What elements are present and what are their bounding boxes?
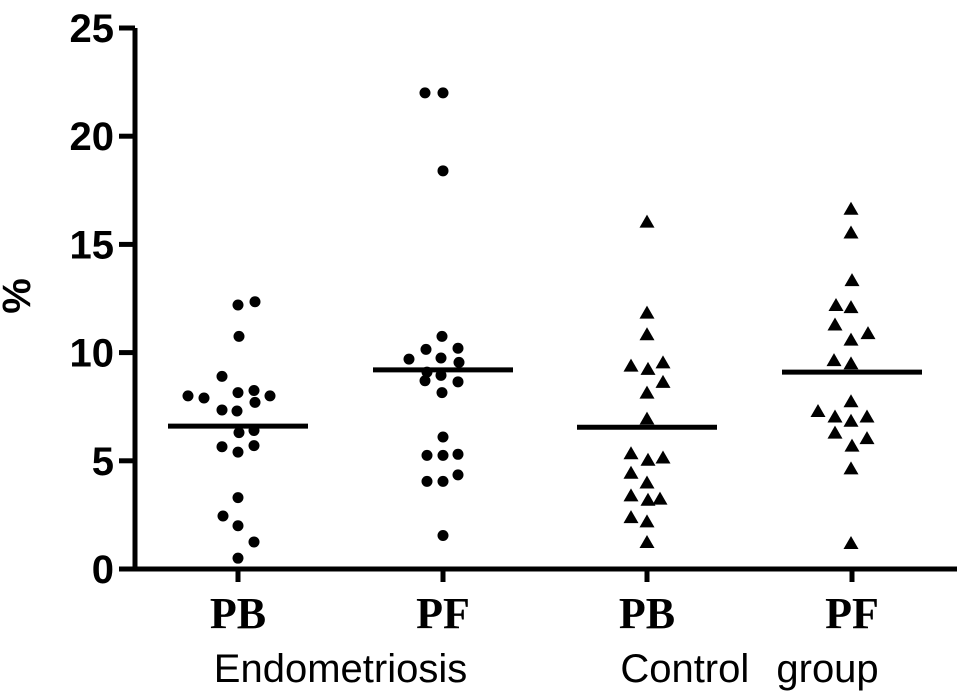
data-point-circle [248, 384, 260, 396]
data-point-triangle [844, 273, 860, 287]
data-point-triangle [623, 510, 639, 524]
data-point-circle [403, 353, 415, 365]
data-point-circle [232, 299, 244, 311]
data-point-circle [182, 390, 194, 402]
data-point-circle [198, 392, 210, 404]
data-point-triangle [639, 385, 655, 399]
data-point-circle [216, 441, 228, 453]
data-point-circle [453, 356, 465, 368]
data-point-circle [249, 296, 261, 308]
y-tick-label: 25 [70, 7, 115, 51]
data-point-circle [452, 469, 464, 481]
data-point-triangle [652, 491, 668, 505]
data-point-circle [452, 448, 464, 460]
data-point-triangle [623, 465, 639, 479]
data-point-triangle [639, 514, 655, 528]
column-label-pf-1: PF [416, 589, 470, 638]
data-point-triangle [826, 353, 842, 367]
data-point-circle [421, 475, 433, 487]
column-label-pf-3: PF [825, 589, 879, 638]
data-point-triangle [639, 305, 655, 319]
data-point-triangle [639, 214, 655, 228]
data-point-triangle [639, 411, 655, 425]
data-point-circle [248, 440, 260, 452]
data-point-triangle [859, 409, 875, 423]
data-point-triangle [843, 461, 859, 475]
data-point-circle [436, 387, 448, 399]
data-point-circle [232, 446, 244, 458]
data-point-triangle [860, 326, 876, 340]
data-point-circle [232, 552, 244, 564]
data-point-triangle [639, 327, 655, 341]
y-tick-label: 15 [70, 223, 115, 267]
y-tick-label: 5 [92, 440, 114, 484]
data-point-circle [232, 492, 244, 504]
data-point-circle [437, 529, 449, 541]
data-point-circle [264, 390, 276, 402]
data-point-triangle [859, 431, 875, 445]
data-point-circle [232, 520, 244, 532]
category-label: Endometriosis [214, 647, 467, 691]
data-point-triangle [623, 488, 639, 502]
data-point-circle [419, 87, 431, 99]
data-point-triangle [639, 475, 655, 489]
data-point-circle [437, 475, 449, 487]
data-point-circle [233, 427, 245, 439]
y-tick-label: 0 [92, 548, 114, 592]
data-point-triangle [843, 300, 859, 314]
data-point-triangle [843, 356, 859, 370]
data-point-triangle [640, 452, 656, 466]
data-point-triangle [639, 534, 655, 548]
data-point-triangle [843, 201, 859, 215]
data-point-circle [421, 449, 433, 461]
data-point-circle [232, 387, 244, 399]
data-point-circle [231, 405, 243, 417]
data-point-circle [249, 396, 261, 408]
data-point-circle [217, 510, 229, 522]
data-point-circle [421, 366, 433, 378]
data-point-triangle [623, 446, 639, 460]
column-label-pb-2: PB [619, 589, 675, 638]
data-point-circle [419, 375, 431, 387]
column-label-pb-0: PB [210, 589, 266, 638]
data-point-circle [437, 449, 449, 461]
y-tick-label: 10 [70, 332, 115, 376]
data-point-triangle [640, 361, 656, 375]
data-point-circle [248, 536, 260, 548]
data-point-circle [233, 330, 245, 342]
data-point-triangle [655, 374, 671, 388]
y-tick-label: 20 [70, 115, 115, 159]
data-point-triangle [827, 409, 843, 423]
data-point-circle [435, 352, 447, 364]
data-point-circle [452, 376, 464, 388]
data-point-triangle [843, 394, 859, 408]
data-point-triangle [843, 536, 859, 550]
data-point-triangle [828, 297, 844, 311]
data-point-triangle [843, 332, 859, 346]
data-point-circle [435, 369, 447, 381]
data-point-circle [437, 431, 449, 443]
data-point-triangle [655, 355, 671, 369]
data-point-circle [216, 370, 228, 382]
data-point-triangle [655, 450, 671, 464]
data-point-triangle [827, 425, 843, 439]
y-axis-label: % [0, 278, 39, 314]
data-point-triangle [623, 358, 639, 372]
data-point-circle [437, 87, 449, 99]
data-point-circle [436, 330, 448, 342]
data-point-circle [452, 342, 464, 354]
data-point-triangle [843, 225, 859, 239]
data-point-triangle [640, 492, 656, 506]
data-point-triangle [810, 404, 826, 418]
data-point-triangle [843, 413, 859, 427]
data-point-circle [420, 343, 432, 355]
data-point-circle [216, 404, 228, 416]
data-point-triangle [827, 317, 843, 331]
data-point-triangle [844, 438, 860, 452]
data-point-circle [248, 425, 260, 437]
category-label: Control group [620, 647, 878, 691]
data-point-circle [437, 165, 449, 177]
